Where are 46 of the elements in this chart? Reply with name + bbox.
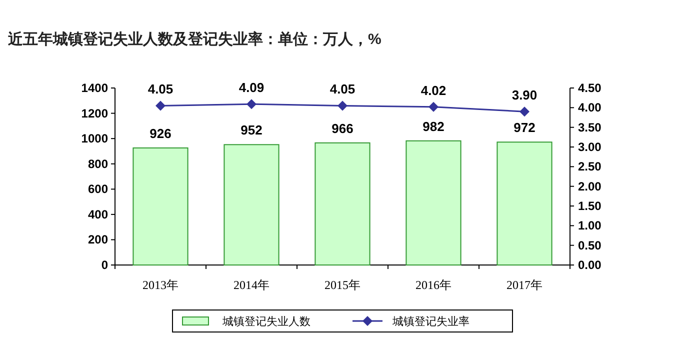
y2-tick-label: 2.00 (578, 179, 602, 194)
y2-tick-label: 4.50 (578, 81, 602, 95)
point (428, 102, 438, 112)
data-label: 982 (422, 118, 444, 134)
y2-tick-label: 1.50 (578, 199, 602, 213)
bar (132, 147, 188, 266)
data-label: 3.90 (512, 88, 538, 103)
y2-tick-label: 3.50 (578, 120, 602, 134)
y-tick-label: 0 (101, 258, 108, 272)
y-tick-label: 1400 (81, 81, 108, 95)
y2-tick-label: 3.00 (578, 140, 602, 154)
y2-tick-label: 4.00 (578, 100, 602, 115)
point (520, 106, 530, 117)
point (338, 100, 348, 111)
data-label: 4.09 (238, 80, 264, 96)
x-tick-label: 2014年 (234, 278, 270, 292)
legend-label: 城镇登记失业率 (392, 315, 470, 328)
y2-tick-label: 1.00 (578, 218, 602, 233)
bar (224, 144, 280, 266)
y-tick-label: 1200 (81, 106, 108, 120)
data-label: 4.02 (420, 82, 446, 98)
y-tick-label: 400 (88, 207, 108, 222)
x-tick-label: 2017年 (506, 278, 542, 292)
legend-label: 城镇登记失业人数 (222, 315, 310, 328)
y-tick-label: 200 (88, 232, 108, 247)
data-label: 4.05 (330, 82, 356, 97)
x-tick-label: 2013年 (142, 278, 178, 292)
y2-tick-label: 2.50 (578, 160, 602, 174)
bar (406, 140, 462, 266)
data-label: 926 (150, 126, 172, 141)
chart-title: 近五年城镇登记失业人数及登记失业率：单位：万人，% (7, 30, 382, 48)
bar (314, 142, 370, 266)
data-label: 972 (514, 120, 536, 136)
bar (496, 142, 552, 266)
data-label: 966 (332, 120, 354, 136)
point (156, 100, 166, 111)
y2-tick-label: 0.00 (578, 258, 602, 272)
data-label: 4.05 (148, 82, 174, 97)
x-tick-label: 2016年 (416, 278, 452, 292)
y2-tick-label: 0.50 (578, 238, 602, 252)
point (246, 99, 256, 110)
y-tick-label: 1000 (81, 132, 108, 146)
y-tick-label: 600 (88, 182, 108, 196)
data-label: 952 (240, 122, 262, 138)
y-tick-label: 800 (88, 156, 108, 171)
x-tick-label: 2015年 (324, 278, 360, 292)
